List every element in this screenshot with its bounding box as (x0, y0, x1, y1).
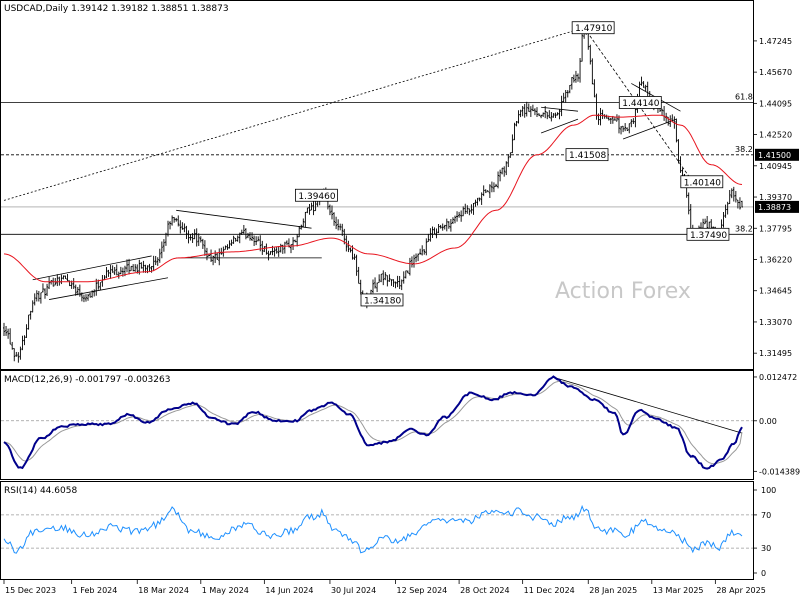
fib-label-1: 38.2 (735, 145, 753, 154)
macd-tick-label: 0.012472 (759, 373, 797, 382)
price-label-box-4 (294, 188, 338, 202)
price-label-0: 1.47910 (575, 24, 612, 34)
time-tick-label: 28 Apr 2025 (716, 586, 765, 595)
rsi-tick-label: 70 (761, 511, 771, 520)
rsi-tick-label: 0 (761, 569, 766, 578)
price-tick-label: 1.33070 (759, 318, 792, 327)
price-label-2: 1.41508 (569, 151, 606, 161)
time-tick-label: 15 Dec 2023 (5, 586, 56, 595)
rsi-plot (1, 504, 753, 554)
price-tick-label: 1.42520 (759, 131, 792, 140)
pattern-line-6 (622, 118, 677, 140)
time-tick-label: 18 Mar 2024 (138, 586, 189, 595)
price-tag-0: 1.41500 (758, 151, 791, 160)
price-tick-label: 1.47245 (759, 37, 792, 46)
price-tick-label: 1.36220 (759, 255, 792, 264)
macd-main-line (3, 375, 743, 470)
pattern-line-5 (540, 118, 579, 134)
macd-trendline (553, 376, 743, 434)
axes: 1.47245 1.45670 1.44095 1.42520 1.40945 1.393… (3, 37, 800, 595)
price-tick-label: 1.44095 (759, 99, 792, 108)
price-tick-label: 1.39370 (759, 193, 792, 202)
time-tick-label: 14 Jun 2024 (265, 586, 313, 595)
decline-line (583, 27, 694, 183)
time-tick-label: 11 Dec 2024 (524, 586, 575, 595)
price-label-box-2 (565, 148, 609, 162)
pattern-line-4 (541, 106, 579, 112)
moving-average-line (3, 114, 743, 283)
price-label-5: 1.37490 (690, 231, 727, 241)
price-label-6: 1.34180 (364, 296, 401, 306)
time-tick-label: 1 May 2024 (202, 586, 249, 595)
watermark: Action Forex (555, 279, 691, 304)
rsi-header: RSI(14) 44.6058 (4, 486, 77, 496)
time-tick-label: 12 Sep 2024 (397, 586, 448, 595)
price-tick-label: 1.37795 (759, 224, 792, 233)
pattern-line-1 (49, 277, 169, 300)
long-trendline (3, 27, 585, 201)
price-label-box-1 (618, 96, 662, 109)
macd-signal-line (3, 380, 743, 465)
price-tick-label: 1.45670 (759, 68, 792, 77)
time-tick-label: 30 Jul 2024 (331, 586, 376, 595)
fib-label-0: 61.8 (735, 92, 753, 101)
price-label-3: 1.40140 (684, 178, 721, 188)
price-label-box-3 (680, 175, 724, 189)
price-panel-frame (0, 0, 754, 370)
rsi-line (3, 504, 743, 554)
time-tick-label: 13 Mar 2025 (653, 586, 704, 595)
price-tick-label: 1.34645 (759, 287, 792, 296)
rsi-tick-label: 100 (761, 486, 776, 495)
price-tag-box-1 (755, 200, 799, 213)
price-tag-box-0 (755, 148, 799, 161)
macd-header: MACD(12,26,9) -0.001797 -0.003263 (4, 375, 170, 385)
macd-tick-label: 0.00 (759, 417, 777, 426)
rsi-panel-frame (0, 481, 754, 580)
fib-label-2: 38.2 (735, 224, 753, 233)
price-label-1: 1.44140 (622, 99, 659, 109)
price-tick-label: 1.40945 (759, 162, 792, 171)
rsi-tick-label: 30 (761, 544, 771, 553)
price-label-box-0 (571, 21, 615, 35)
price-label-box-6 (360, 293, 404, 307)
price-tag-1: 1.38873 (758, 203, 791, 212)
macd-tick-label: -0.014389 (759, 467, 800, 476)
price-tick-label: 1.31495 (759, 349, 792, 358)
time-tick-label: 28 Oct 2024 (460, 586, 509, 595)
time-tick-label: 1 Feb 2024 (73, 586, 118, 595)
macd-plot (1, 375, 753, 470)
price-plot: 61.8 38.2 38.2 1.47910 1.44140 1.41508 1.40140… (1, 21, 753, 363)
price-label-box-5 (686, 227, 730, 241)
pattern-line-2 (176, 209, 312, 229)
pattern-line-0 (32, 255, 152, 281)
price-header: USDCAD,Daily 1.39142 1.39182 1.38851 1.3… (4, 4, 229, 14)
macd-panel-frame (0, 370, 754, 480)
price-label-4: 1.39460 (298, 192, 335, 202)
time-tick-label: 28 Jan 2025 (589, 586, 637, 595)
